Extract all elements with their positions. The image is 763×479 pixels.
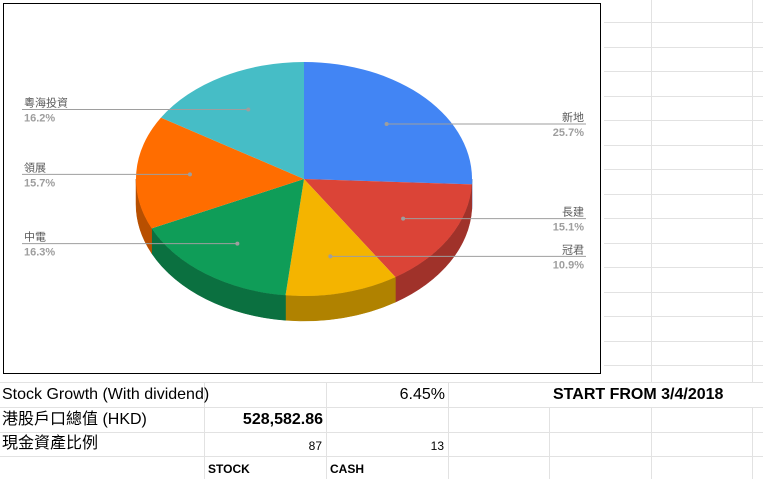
total-value: 528,582.86 <box>242 411 323 428</box>
pie-chart[interactable]: 新地 25.7% 長建 15.1% 冠君 10.9% 中電 16.3% 領展 15.7% 粵海投資 1… <box>3 3 601 374</box>
total-value-label-text: 港股戶口總值 (HKD) <box>2 411 147 428</box>
growth-value: 6.45% <box>399 386 445 403</box>
slice-pct-2: 10.9% <box>553 259 584 271</box>
leader-dot-2 <box>328 254 333 259</box>
slice-pct-1: 15.1% <box>553 222 584 234</box>
pie-top <box>135 62 472 297</box>
slice-pct-0: 25.7% <box>553 127 584 139</box>
ratio-stock: 87 <box>308 439 322 453</box>
slice-pct-4: 15.7% <box>24 177 55 189</box>
ratio-label: 現金資產比例 <box>2 435 99 452</box>
pie-labels: 新地 25.7% 長建 15.1% 冠君 10.9% 中電 16.3% 領展 15.7% 粵海投資 1… <box>22 96 586 271</box>
growth-label: Stock Growth (With dividend) <box>2 386 210 403</box>
leader-dot-0 <box>384 122 389 127</box>
pie-chart-svg[interactable]: 新地 25.7% 長建 15.1% 冠君 10.9% 中電 16.3% 領展 15.7% 粵海投資 1… <box>4 4 600 373</box>
leader-dot-1 <box>401 216 406 221</box>
slice-pct-3: 16.3% <box>24 247 55 259</box>
stock-header: STOCK <box>208 462 250 476</box>
leader-dot-3 <box>235 241 240 246</box>
cash-header: CASH <box>330 462 365 476</box>
pie-slice-4[interactable] <box>135 117 304 229</box>
total-value-label: 港股戶口總值 (HKD) <box>2 410 147 430</box>
slice-label-2: 冠君 <box>562 243 584 256</box>
pie-slice-1[interactable] <box>304 179 472 278</box>
pie-slice-2[interactable] <box>285 179 396 297</box>
start-date-label: START FROM 3/4/2018 <box>553 386 724 403</box>
ratio-cash: 13 <box>430 439 444 453</box>
pie-slice-5[interactable] <box>160 62 304 179</box>
slice-label-1: 長建 <box>562 205 584 219</box>
slice-label-0: 新地 <box>562 110 584 124</box>
slice-pct-5: 16.2% <box>24 113 55 125</box>
pie-slice-3[interactable] <box>151 179 304 296</box>
slice-label-3: 中電 <box>24 231 46 244</box>
leader-dot-4 <box>187 172 192 177</box>
leader-dot-5 <box>246 107 251 112</box>
slice-label-5: 粵海投資 <box>24 96 68 110</box>
slice-label-4: 領展 <box>24 160 46 174</box>
